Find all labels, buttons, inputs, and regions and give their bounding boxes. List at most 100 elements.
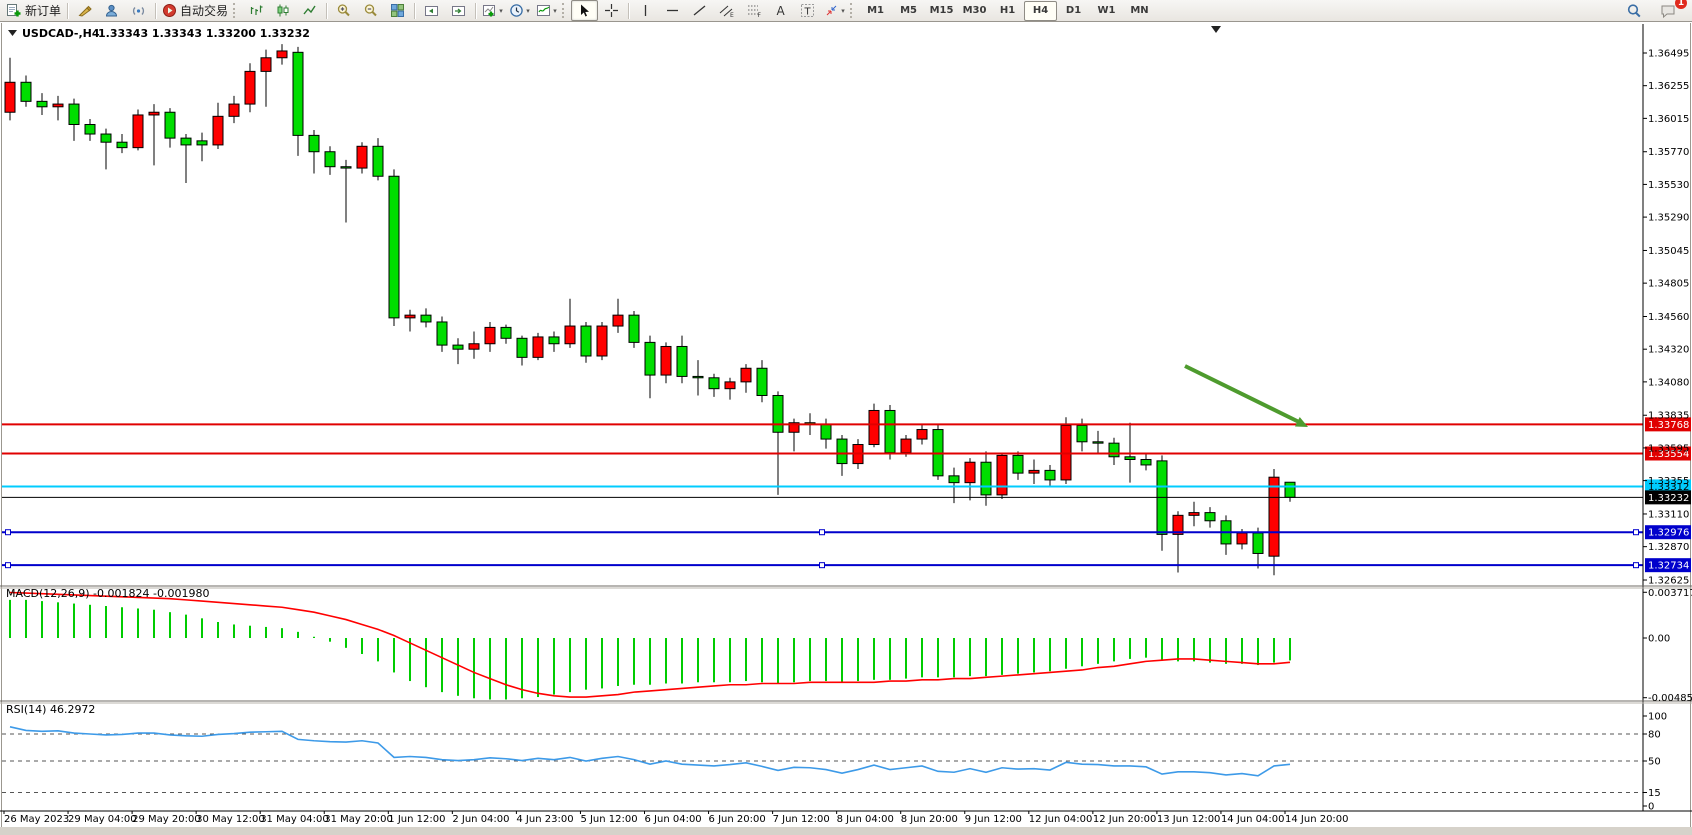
price-label-badge bbox=[1645, 525, 1691, 540]
timeframe-m15-button[interactable]: M15 bbox=[929, 5, 954, 16]
styler-pencil-button[interactable] bbox=[71, 0, 98, 21]
chat-button[interactable]: 1 bbox=[1655, 0, 1687, 21]
new-order-icon bbox=[6, 3, 22, 18]
chart-template-button[interactable]: ▾ bbox=[533, 0, 560, 21]
candle bbox=[1236, 532, 1248, 545]
rsi-axis-label: 50 bbox=[1648, 757, 1661, 768]
hline-handle[interactable] bbox=[1633, 562, 1639, 569]
zoom-in-icon bbox=[336, 3, 351, 18]
price-label-badge bbox=[1645, 490, 1691, 505]
timeframe-m30-button[interactable]: M30 bbox=[962, 5, 987, 16]
text-label-button[interactable]: T bbox=[794, 0, 821, 21]
candle bbox=[420, 314, 432, 323]
candle bbox=[68, 103, 80, 125]
tile-windows-button[interactable] bbox=[384, 0, 411, 21]
hline-handle[interactable] bbox=[5, 562, 11, 569]
new-order-button[interactable]: 新订单 bbox=[3, 0, 64, 21]
indicators-add-icon bbox=[482, 3, 497, 18]
candle bbox=[372, 145, 384, 177]
time-axis-label: 14 Jun 20:00 bbox=[1285, 814, 1349, 825]
candle bbox=[1124, 456, 1136, 460]
price-axis-label: 1.36495 bbox=[1648, 49, 1689, 60]
auto-scroll-button[interactable] bbox=[418, 0, 445, 21]
candle bbox=[676, 345, 688, 377]
candle bbox=[788, 422, 800, 433]
search-button[interactable] bbox=[1620, 0, 1647, 21]
candle bbox=[868, 409, 880, 446]
profile-person-button[interactable] bbox=[98, 0, 125, 21]
text-button[interactable]: A bbox=[767, 0, 794, 21]
indicators-add-button[interactable]: ▾ bbox=[479, 0, 506, 21]
hline-handle[interactable] bbox=[1633, 529, 1639, 536]
search-icon bbox=[1626, 3, 1642, 19]
candle bbox=[900, 438, 912, 454]
timeframe-d1-button[interactable]: D1 bbox=[1065, 5, 1082, 16]
autotrading-button[interactable]: 自动交易 bbox=[159, 0, 231, 21]
new-order-label: 新订单 bbox=[25, 4, 62, 18]
crosshair-button[interactable] bbox=[598, 0, 625, 21]
hline-handle[interactable] bbox=[819, 562, 825, 569]
candle bbox=[228, 103, 240, 117]
fibonacci-button[interactable]: F bbox=[740, 0, 767, 21]
cursor-button[interactable] bbox=[571, 0, 599, 21]
candle bbox=[548, 336, 560, 345]
time-axis-label: 12 Jun 04:00 bbox=[1029, 814, 1093, 825]
macd-axis-label: -0.004854 bbox=[1648, 693, 1692, 704]
vertical-line-button[interactable] bbox=[632, 0, 659, 21]
signal-button[interactable] bbox=[125, 0, 152, 21]
symbol-dropdown-icon[interactable] bbox=[8, 30, 17, 36]
price-axis-label: 1.33835 bbox=[1648, 411, 1689, 422]
equidistant-channel-button[interactable]: E bbox=[713, 0, 740, 21]
candle bbox=[1028, 469, 1040, 474]
chart-title: USDCAD-,H4 bbox=[22, 27, 100, 40]
candle bbox=[820, 423, 832, 440]
trend-arrow[interactable] bbox=[1184, 364, 1300, 424]
time-axis-label: 8 Jun 20:00 bbox=[901, 814, 958, 825]
macd-axis-label: 0.003717 bbox=[1648, 588, 1692, 599]
candle bbox=[1108, 442, 1120, 458]
candle bbox=[980, 461, 992, 496]
rsi-label: RSI(14) 46.2972 bbox=[6, 703, 95, 716]
line-chart-button[interactable] bbox=[296, 0, 323, 21]
timeframe-w1-button[interactable]: W1 bbox=[1097, 5, 1116, 16]
trend-line-button[interactable] bbox=[686, 0, 713, 21]
price-axis-label: 1.33355 bbox=[1648, 476, 1689, 487]
candle bbox=[1044, 469, 1056, 481]
trend-arrow-head[interactable] bbox=[1295, 416, 1308, 427]
profile-person-icon bbox=[104, 3, 119, 18]
timeframe-h1-button[interactable]: H1 bbox=[999, 5, 1016, 16]
timeframe-m5-button[interactable]: M5 bbox=[900, 5, 917, 16]
candlestick-chart-icon bbox=[275, 3, 290, 18]
zoom-out-button[interactable] bbox=[357, 0, 384, 21]
timeframe-h4-button[interactable]: H4 bbox=[1024, 0, 1058, 21]
price-label-text: 1.33312 bbox=[1648, 482, 1689, 493]
window-bottom-strip bbox=[0, 827, 1692, 835]
horizontal-line-button[interactable] bbox=[659, 0, 686, 21]
chart-shift-button[interactable] bbox=[445, 0, 472, 21]
chevron-down-icon: ▾ bbox=[553, 6, 557, 15]
candle bbox=[340, 166, 352, 169]
candle bbox=[388, 175, 400, 319]
candlestick-chart-button[interactable] bbox=[269, 0, 296, 21]
bar-chart-button[interactable] bbox=[242, 0, 269, 21]
timeframe-m1-button[interactable]: M1 bbox=[867, 5, 884, 16]
arrows-button[interactable]: ▾ bbox=[821, 0, 848, 21]
candle bbox=[52, 103, 64, 108]
price-axis-label: 1.34560 bbox=[1648, 312, 1689, 323]
candle bbox=[1092, 441, 1104, 444]
timeframe-mn-button[interactable]: MN bbox=[1130, 5, 1149, 16]
candle bbox=[356, 145, 368, 169]
text-label-icon: T bbox=[800, 3, 815, 18]
toolbar-separator bbox=[414, 2, 416, 19]
hline-handle[interactable] bbox=[819, 529, 825, 536]
timeframes-clock-button[interactable]: ▾ bbox=[506, 0, 533, 21]
hline-handle[interactable] bbox=[5, 529, 11, 536]
timeframes-clock-icon bbox=[509, 3, 524, 18]
zoom-in-button[interactable] bbox=[330, 0, 357, 21]
candle bbox=[244, 70, 256, 105]
chat-icon bbox=[1660, 3, 1677, 19]
time-axis-label: 8 Jun 04:00 bbox=[837, 814, 894, 825]
chart-shift-marker bbox=[1211, 26, 1221, 33]
candle bbox=[500, 326, 512, 339]
